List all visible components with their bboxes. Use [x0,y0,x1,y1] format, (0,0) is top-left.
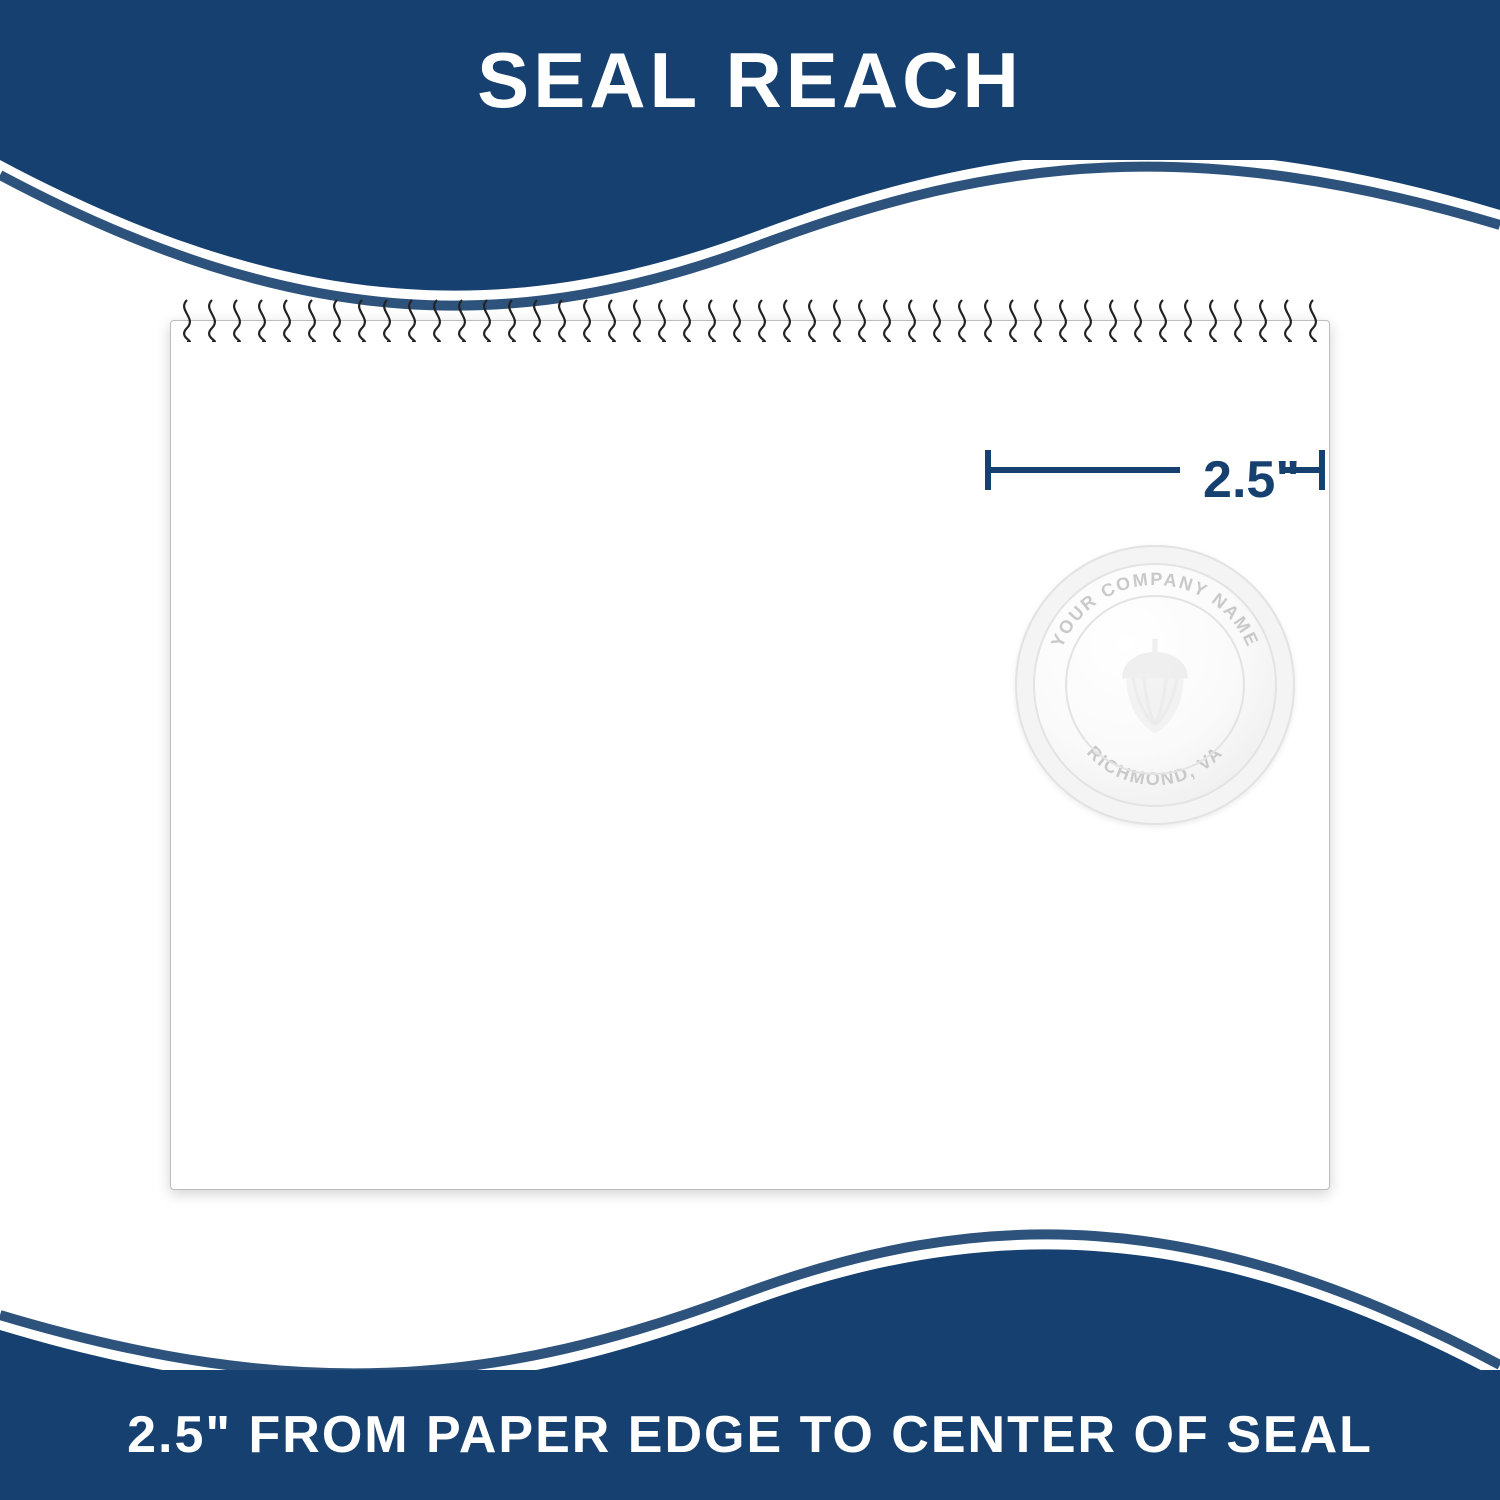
page-title: SEAL REACH [477,35,1023,126]
spiral-coil [1081,298,1095,342]
spiral-coil [1306,298,1320,342]
spiral-coil [380,298,394,342]
spiral-coil [1006,298,1020,342]
spiral-coil [830,298,844,342]
spiral-coil [1256,298,1270,342]
spiral-coil [1031,298,1045,342]
spiral-coil [280,298,294,342]
spiral-coil [680,298,694,342]
spiral-coil [430,298,444,342]
embossed-seal: YOUR COMPANY NAME RICHMOND, VA [1015,545,1295,825]
footer-band: 2.5" FROM PAPER EDGE TO CENTER OF SEAL [0,1370,1500,1500]
spiral-coil [480,298,494,342]
spiral-coil [1056,298,1070,342]
spiral-coil [855,298,869,342]
spiral-coil [630,298,644,342]
spiral-coil [905,298,919,342]
acorn-icon [1100,630,1210,740]
spiral-coil [255,298,269,342]
spiral-coil [1181,298,1195,342]
paper-block: 2.5" YOUR COMPANY NAME RICHMOND, VA [170,320,1330,1190]
spiral-coil [505,298,519,342]
spiral-coil [305,298,319,342]
spiral-coil [981,298,995,342]
spiral-coil [880,298,894,342]
spiral-coil [1281,298,1295,342]
spiral-coil [530,298,544,342]
spiral-coil [930,298,944,342]
dimension-label: 2.5" [1203,450,1300,510]
spiral-coil [605,298,619,342]
spiral-coil [330,298,344,342]
seal-inner-ring [1065,595,1245,775]
infographic-canvas: SEAL REACH 2.5" YOUR COMPANY NAME [0,0,1500,1500]
spiral-coil [655,298,669,342]
spiral-coil [555,298,569,342]
spiral-coil [1231,298,1245,342]
spiral-coil [355,298,369,342]
spiral-coil [1106,298,1120,342]
spiral-coil [405,298,419,342]
spiral-coil [955,298,969,342]
spiral-coil [205,298,219,342]
spiral-coil [755,298,769,342]
spiral-coil [1131,298,1145,342]
spiral-coil [180,298,194,342]
header-band: SEAL REACH [0,0,1500,160]
spiral-coil [730,298,744,342]
spiral-coil [1206,298,1220,342]
spiral-coil [1156,298,1170,342]
spiral-coil [705,298,719,342]
spiral-coil [805,298,819,342]
footer-text: 2.5" FROM PAPER EDGE TO CENTER OF SEAL [127,1405,1373,1465]
spiral-coil [455,298,469,342]
spiral-coil [780,298,794,342]
spiral-coil [580,298,594,342]
spiral-coil [230,298,244,342]
spiral-binding [180,298,1320,342]
